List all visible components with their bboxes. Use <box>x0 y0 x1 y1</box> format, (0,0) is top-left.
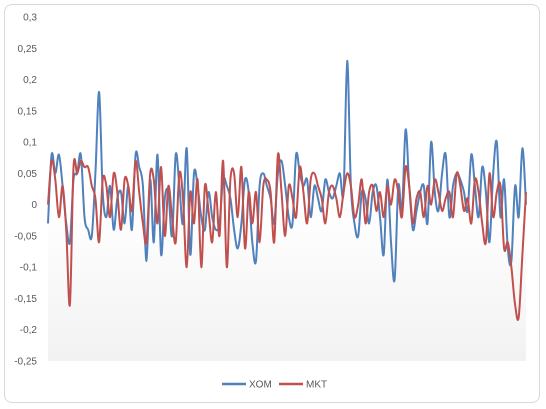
y-axis-tick-labels: 0,3 0,25 0,2 0,15 0,1 0,05 0 -0,05 -0,1 -0,15 -0,2… <box>14 13 37 368</box>
legend: XOM MKT <box>222 380 327 391</box>
y-tick-label: 0,1 <box>23 138 37 149</box>
legend-label-mkt: MKT <box>306 380 327 391</box>
y-tick-label: 0,2 <box>23 75 37 86</box>
y-tick-label: 0 <box>31 200 37 211</box>
y-tick-label: 0,05 <box>18 169 38 180</box>
y-tick-label: -0,2 <box>20 325 38 336</box>
y-tick-label: -0,1 <box>20 263 38 274</box>
y-tick-label: 0,25 <box>18 44 38 55</box>
y-tick-label: -0,15 <box>14 294 37 305</box>
series-line-mkt <box>47 152 527 321</box>
legend-label-xom: XOM <box>249 380 272 391</box>
series-lines <box>47 59 527 321</box>
y-tick-label: -0,25 <box>14 357 37 368</box>
y-tick-label: 0,3 <box>23 13 37 24</box>
plot-area <box>48 204 526 361</box>
y-tick-label: -0,05 <box>14 231 37 242</box>
y-tick-label: 0,15 <box>18 106 38 117</box>
